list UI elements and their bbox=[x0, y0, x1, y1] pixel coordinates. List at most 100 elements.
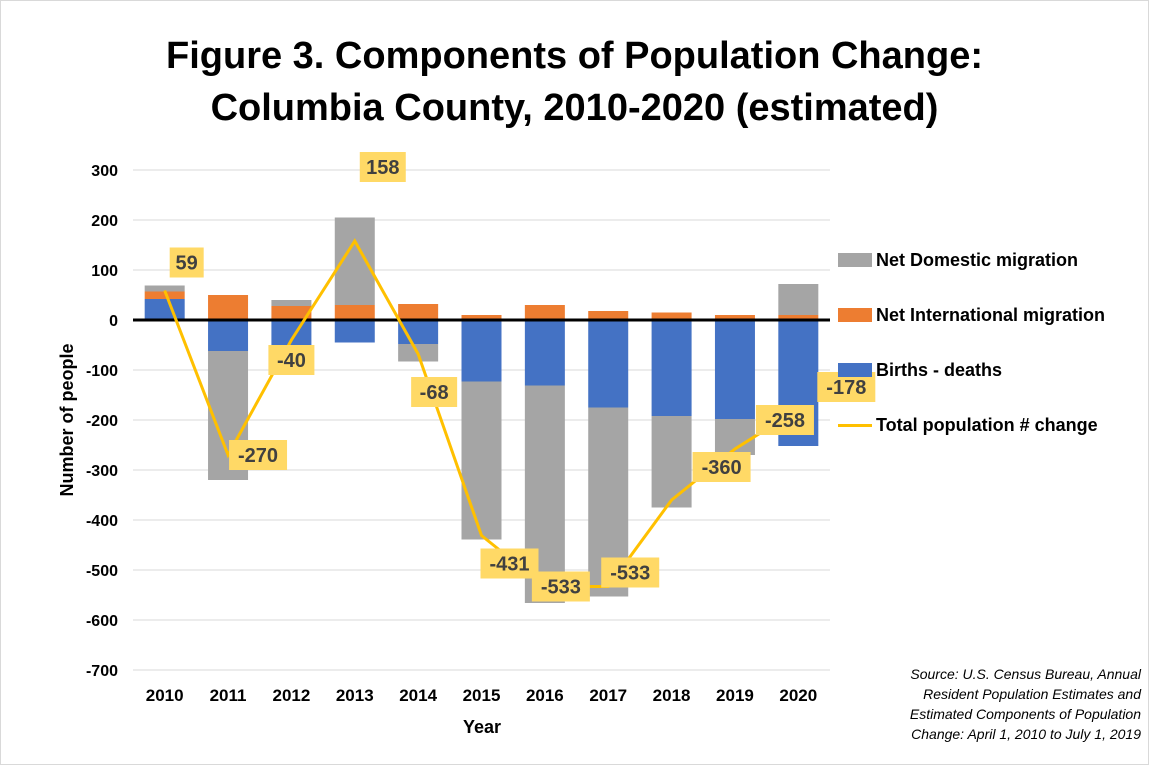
legend-item-international: Net International migration bbox=[838, 303, 1105, 327]
data-label: 158 bbox=[359, 152, 406, 182]
legend-swatch-births-deaths bbox=[838, 363, 872, 377]
data-label-text: -533 bbox=[610, 563, 650, 585]
bar-group-2018 bbox=[651, 312, 692, 508]
data-label: -533 bbox=[601, 557, 660, 588]
source-line-3: Estimated Components of Population bbox=[909, 706, 1141, 722]
x-tick-label: 2019 bbox=[716, 686, 754, 705]
y-tick-label: 100 bbox=[91, 263, 118, 280]
bar-births-deaths bbox=[714, 320, 755, 419]
data-label-text: -40 bbox=[277, 350, 306, 372]
data-label-text: -258 bbox=[765, 410, 805, 432]
legend-swatch-domestic bbox=[838, 253, 872, 267]
bar-international bbox=[524, 305, 565, 320]
data-label-text: -178 bbox=[826, 377, 866, 399]
data-label-box bbox=[359, 152, 406, 182]
bar-group-2013 bbox=[334, 217, 375, 343]
bar-births-deaths bbox=[461, 320, 502, 382]
bar-domestic bbox=[778, 284, 819, 315]
y-tick-label: 200 bbox=[91, 213, 118, 230]
legend-item-domestic: Net Domestic migration bbox=[838, 248, 1078, 272]
data-label: -431 bbox=[480, 548, 539, 579]
legend-item-births-deaths: Births - deaths bbox=[838, 358, 1002, 382]
bar-international bbox=[651, 312, 692, 320]
chart-title: Figure 3. Components of Population Chang… bbox=[0, 30, 1149, 134]
bar-group-2012 bbox=[271, 300, 312, 353]
bar-groups bbox=[144, 217, 819, 603]
source-note: Source: U.S. Census Bureau, Annual Resid… bbox=[841, 664, 1141, 744]
bar-births-deaths bbox=[524, 320, 565, 386]
bar-group-2015 bbox=[461, 315, 502, 540]
data-label-box bbox=[817, 372, 876, 402]
bar-births-deaths bbox=[588, 320, 629, 408]
y-tick-label: -600 bbox=[86, 613, 118, 630]
data-label: -360 bbox=[692, 452, 751, 482]
data-label: 59 bbox=[169, 247, 204, 278]
bar-international bbox=[588, 311, 629, 320]
bar-international bbox=[714, 315, 755, 320]
y-tick-label: -500 bbox=[86, 563, 118, 580]
data-label-box bbox=[692, 452, 751, 482]
data-label: -533 bbox=[531, 571, 590, 602]
data-label-box bbox=[169, 247, 204, 278]
source-line-4: Change: April 1, 2010 to July 1, 2019 bbox=[911, 726, 1141, 742]
bar-international bbox=[398, 304, 439, 320]
data-label-text: -431 bbox=[489, 554, 529, 576]
x-axis-title: Year bbox=[463, 717, 501, 737]
data-label-box bbox=[411, 377, 458, 407]
y-tick-label: 300 bbox=[91, 163, 118, 180]
y-tick-label: -700 bbox=[86, 663, 118, 680]
bar-group-2019 bbox=[714, 315, 755, 455]
data-label-box bbox=[229, 440, 288, 470]
bar-international bbox=[461, 315, 502, 320]
data-label-box bbox=[480, 548, 539, 579]
x-tick-label: 2013 bbox=[336, 686, 374, 705]
data-label-text: -533 bbox=[541, 577, 581, 599]
data-labels: 59 -270 -40 158 -68 -431 -533 -533 -360 -258 -178 bbox=[169, 152, 876, 602]
x-tick-label: 2011 bbox=[210, 686, 247, 705]
data-label: -68 bbox=[411, 377, 458, 407]
data-label-box bbox=[755, 405, 814, 435]
source-line-2: Resident Population Estimates and bbox=[923, 686, 1141, 702]
y-tick-label: 0 bbox=[109, 313, 118, 330]
bar-international bbox=[144, 291, 185, 299]
bar-domestic bbox=[271, 300, 312, 306]
bar-births-deaths bbox=[208, 320, 249, 351]
bar-births-deaths bbox=[334, 320, 375, 343]
chart-title-line-1: Figure 3. Components of Population Chang… bbox=[166, 35, 983, 77]
bar-group-2011 bbox=[208, 295, 249, 480]
x-tick-label: 2012 bbox=[272, 686, 310, 705]
data-label: -258 bbox=[755, 405, 814, 435]
x-tick-label: 2016 bbox=[526, 686, 564, 705]
data-label-text: -360 bbox=[702, 457, 742, 479]
legend-label-international: Net International migration bbox=[876, 304, 1106, 325]
chart-title-line-2: Columbia County, 2010-2020 (estimated) bbox=[210, 87, 939, 129]
y-axis-title: Number of people bbox=[57, 343, 77, 496]
bar-domestic bbox=[651, 416, 692, 508]
data-label-box bbox=[601, 557, 660, 588]
bar-international bbox=[271, 306, 312, 320]
bar-international bbox=[208, 295, 249, 320]
x-tick-label: 2014 bbox=[399, 686, 437, 705]
data-label: -178 bbox=[817, 372, 876, 402]
bar-domestic bbox=[461, 381, 502, 540]
legend-label-births-deaths: Births - deaths bbox=[876, 359, 1003, 380]
data-label: -40 bbox=[268, 345, 315, 375]
source-line-1: Source: U.S. Census Bureau, Annual bbox=[910, 666, 1141, 682]
bar-births-deaths bbox=[144, 299, 185, 320]
x-tick-label: 2020 bbox=[779, 686, 817, 705]
data-label-text: 59 bbox=[176, 253, 198, 275]
bar-domestic bbox=[144, 285, 185, 292]
y-tick-label: -300 bbox=[86, 463, 118, 480]
bar-group-2014 bbox=[398, 304, 439, 362]
bar-international bbox=[778, 315, 819, 320]
data-label-text: -270 bbox=[238, 445, 278, 467]
x-tick-labels: 2010 2011 2012 2013 2014 2015 2016 2017 2018 2019… bbox=[146, 686, 817, 705]
x-tick-label: 2017 bbox=[589, 686, 627, 705]
legend-item-total-change: Total population # change bbox=[838, 413, 1098, 437]
x-tick-label: 2018 bbox=[653, 686, 691, 705]
legend-swatch-international bbox=[838, 308, 872, 322]
y-tick-label: -400 bbox=[86, 513, 118, 530]
x-tick-label: 2015 bbox=[463, 686, 501, 705]
bar-births-deaths bbox=[651, 320, 692, 416]
